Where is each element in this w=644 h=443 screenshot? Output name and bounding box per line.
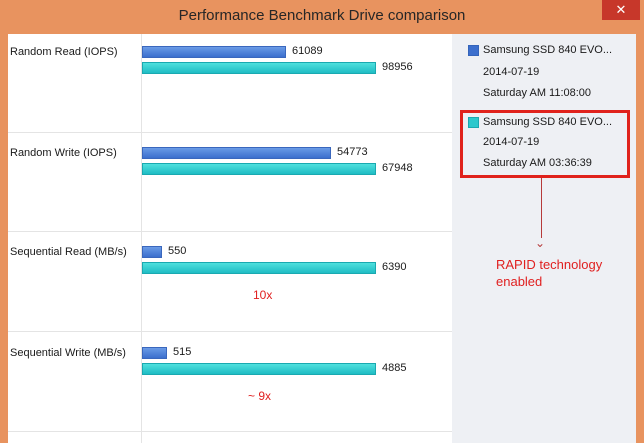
rapid-note-line-1: RAPID technology bbox=[496, 257, 603, 272]
legend-drive-name: Samsung SSD 840 EVO... bbox=[483, 116, 613, 128]
annotation-arrow-line bbox=[541, 178, 542, 238]
category-label: Random Read (IOPS) bbox=[10, 46, 118, 58]
title-bar[interactable]: Performance Benchmark Drive comparison ✕ bbox=[0, 0, 644, 34]
bar-value-label: 4885 bbox=[382, 362, 407, 374]
bar-series-1 bbox=[142, 147, 331, 159]
bar-value-label: 61089 bbox=[292, 45, 323, 57]
legend-date: 2014-07-19 bbox=[483, 66, 540, 78]
seq-write-ratio-annotation: ~ 9x bbox=[248, 389, 272, 403]
highlight-box bbox=[460, 110, 630, 178]
bar-series-1 bbox=[142, 46, 286, 58]
rapid-note: RAPID technology enabled bbox=[496, 256, 602, 290]
legend-swatch-blue bbox=[468, 45, 479, 56]
bar-value-label: 54773 bbox=[337, 146, 368, 158]
legend-panel: Samsung SSD 840 EVO... 2014-07-19 Saturd… bbox=[452, 34, 636, 443]
row-separator bbox=[8, 132, 452, 133]
legend-drive-name: Samsung SSD 840 EVO... bbox=[483, 44, 613, 56]
bar-series-2 bbox=[142, 62, 376, 74]
comparison-chart: Random Read (IOPS) Random Write (IOPS) S… bbox=[8, 34, 452, 443]
legend-time: Saturday AM 03:36:39 bbox=[483, 157, 592, 169]
row-separator bbox=[8, 231, 452, 232]
legend-swatch-teal bbox=[468, 117, 479, 128]
bar-series-1 bbox=[142, 347, 167, 359]
category-label: Sequential Write (MB/s) bbox=[10, 347, 126, 359]
window-title: Performance Benchmark Drive comparison bbox=[178, 7, 466, 24]
bar-value-label: 515 bbox=[173, 346, 192, 358]
category-label: Sequential Read (MB/s) bbox=[10, 246, 127, 258]
arrow-down-icon: ⌄ bbox=[535, 236, 546, 250]
bar-series-2 bbox=[142, 363, 376, 375]
bar-value-label: 67948 bbox=[382, 162, 413, 174]
row-separator bbox=[8, 331, 452, 332]
legend-date: 2014-07-19 bbox=[483, 136, 540, 148]
bar-series-1 bbox=[142, 246, 162, 258]
bar-value-label: 98956 bbox=[382, 61, 413, 73]
row-separator bbox=[8, 431, 452, 432]
category-label: Random Write (IOPS) bbox=[10, 147, 117, 159]
legend-time: Saturday AM 11:08:00 bbox=[483, 87, 592, 99]
rapid-note-line-2: enabled bbox=[496, 274, 543, 289]
close-button[interactable]: ✕ bbox=[602, 0, 640, 20]
bar-series-2 bbox=[142, 163, 376, 175]
bar-value-label: 550 bbox=[168, 245, 187, 257]
window-content: Random Read (IOPS) Random Write (IOPS) S… bbox=[8, 34, 636, 443]
bar-value-label: 6390 bbox=[382, 261, 407, 273]
bar-series-2 bbox=[142, 262, 376, 274]
chart-axis-line bbox=[141, 34, 142, 443]
seq-read-ratio-annotation: 10x bbox=[253, 288, 273, 302]
